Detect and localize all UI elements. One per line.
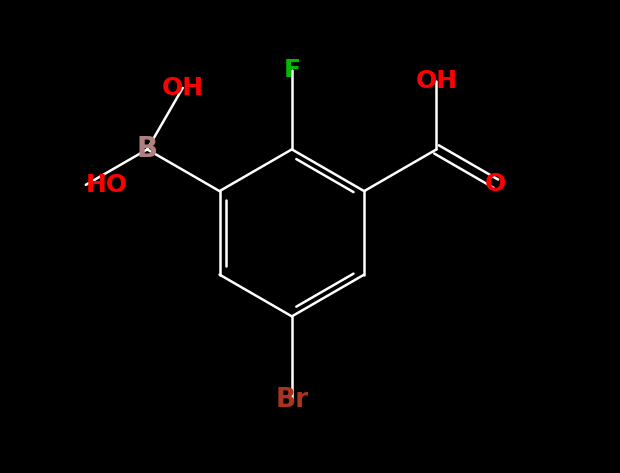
Text: OH: OH xyxy=(415,69,458,93)
Text: OH: OH xyxy=(162,76,204,100)
Text: Br: Br xyxy=(275,387,308,413)
Text: HO: HO xyxy=(86,173,128,197)
Text: B: B xyxy=(136,135,158,163)
Text: F: F xyxy=(283,58,300,82)
Text: O: O xyxy=(485,172,507,196)
